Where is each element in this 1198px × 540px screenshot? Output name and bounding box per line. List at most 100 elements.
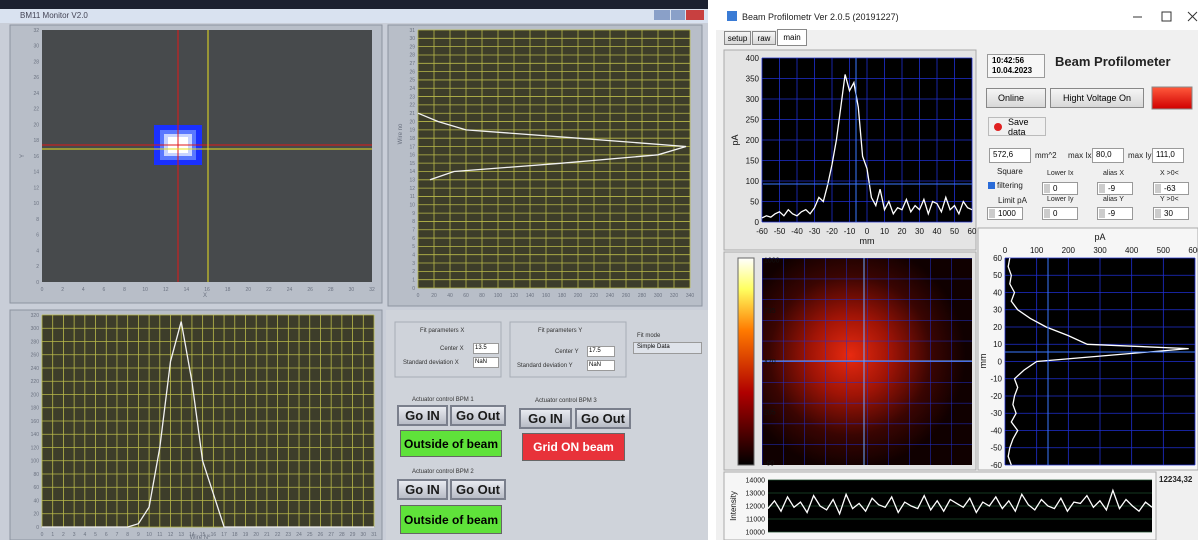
label: X >0< bbox=[1160, 170, 1179, 177]
x-tick-label: 3 bbox=[73, 532, 76, 538]
y-tick-label: 32 bbox=[33, 28, 39, 34]
y-tick-label: 3 bbox=[412, 261, 415, 267]
x-tick-label: 20 bbox=[431, 293, 437, 299]
high-voltage-dropdown[interactable]: Hight Voltage On bbox=[1050, 88, 1144, 108]
y-tick-label: 30 bbox=[993, 306, 1002, 315]
y-tick-label: 0 bbox=[36, 525, 39, 531]
label: Actuator control BPM 1 bbox=[412, 397, 474, 403]
y-tick-label: 300 bbox=[31, 326, 40, 332]
go-out-button[interactable]: Go Out bbox=[450, 479, 506, 500]
y-tick-label: 320 bbox=[31, 313, 40, 319]
x-tick-label: 10 bbox=[142, 287, 148, 293]
x-tick-label: 26 bbox=[307, 287, 313, 293]
label: max Iy bbox=[1128, 151, 1152, 160]
tab-active[interactable]: main bbox=[777, 29, 807, 46]
y-tick-label: 27 bbox=[409, 61, 415, 67]
y-tick-label: 200 bbox=[31, 392, 40, 398]
dropdown[interactable]: Simple Data bbox=[633, 342, 702, 354]
y-tick-label: 400 bbox=[746, 54, 760, 63]
y-tick-label: 80 bbox=[33, 472, 39, 478]
spinbox[interactable]: 30 bbox=[1153, 207, 1189, 220]
x-tick-label: 0 bbox=[41, 287, 44, 293]
x-tick-label: 18 bbox=[232, 532, 238, 538]
x-axis-label: X bbox=[203, 293, 207, 299]
x-tick-label: -50 bbox=[774, 227, 786, 236]
tab[interactable]: raw bbox=[752, 31, 776, 45]
minimize-button[interactable] bbox=[654, 10, 670, 20]
x-tick-label: 600 bbox=[1188, 246, 1198, 255]
go-in-button[interactable]: Go IN bbox=[397, 405, 448, 426]
y-tick-label: -50 bbox=[990, 444, 1002, 453]
spinbox[interactable]: -63 bbox=[1153, 182, 1189, 195]
y-tick-label: 6 bbox=[36, 233, 39, 239]
y-tick-label: -60 bbox=[990, 461, 1002, 470]
x-tick-label: 300 bbox=[654, 293, 663, 299]
value-field: NaN bbox=[587, 360, 615, 371]
status-indicator: Grid ON beam bbox=[522, 433, 625, 461]
y-tick-label: 31 bbox=[409, 28, 415, 34]
y-tick-label: 40 bbox=[33, 498, 39, 504]
x-tick-label: 25 bbox=[307, 532, 313, 538]
x-tick-label: 28 bbox=[339, 532, 345, 538]
spinbox[interactable]: 1000 bbox=[987, 207, 1023, 220]
y-tick-label: 25 bbox=[409, 78, 415, 84]
online-dropdown[interactable]: Online bbox=[986, 88, 1046, 108]
x-tick-label: 2 bbox=[62, 532, 65, 538]
y-tick-label: 40 bbox=[993, 288, 1002, 297]
y-tick-label: 15 bbox=[409, 161, 415, 167]
filter-checkbox[interactable] bbox=[988, 182, 995, 189]
go-out-button[interactable]: Go Out bbox=[575, 408, 631, 429]
y-tick-label: 150 bbox=[746, 156, 760, 165]
x-tick-label: 320 bbox=[670, 293, 679, 299]
label: Square bbox=[997, 167, 1023, 176]
y-tick-label: 0 bbox=[998, 357, 1003, 366]
x-tick-label: 340 bbox=[686, 293, 695, 299]
value-field: 111,0 bbox=[1152, 148, 1184, 163]
y-axis-label: mm bbox=[978, 354, 988, 369]
x-tick-label: 160 bbox=[542, 293, 551, 299]
y-tick-label: 16 bbox=[409, 153, 415, 159]
close-button[interactable] bbox=[686, 10, 704, 20]
y-tick-label: 60 bbox=[33, 485, 39, 491]
tab[interactable]: setup bbox=[724, 31, 751, 45]
x-tick-label: 29 bbox=[350, 532, 356, 538]
y-tick-label: 14 bbox=[33, 170, 39, 176]
y-tick-label: -60 bbox=[764, 460, 774, 467]
x-tick-label: 200 bbox=[1062, 246, 1076, 255]
page: 0246810121416182022242628303202468101214… bbox=[0, 0, 1198, 540]
spinbox[interactable]: -9 bbox=[1097, 207, 1133, 220]
x-tick-label: 240 bbox=[606, 293, 615, 299]
go-out-button[interactable]: Go Out bbox=[450, 405, 506, 426]
maximize-button[interactable] bbox=[671, 10, 685, 20]
y-tick-label: 28 bbox=[409, 53, 415, 59]
x-tick-label: 60 bbox=[968, 227, 977, 236]
x-tick-label: 17 bbox=[221, 532, 227, 538]
x-tick-label: 16 bbox=[211, 532, 217, 538]
y-tick-label: 19 bbox=[409, 128, 415, 134]
x-tick-label: 400 bbox=[1125, 246, 1139, 255]
x-tick-label: 1 bbox=[51, 532, 54, 538]
x-tick-label: 22 bbox=[266, 287, 272, 293]
spinbox[interactable]: -9 bbox=[1097, 182, 1133, 195]
value-field: 17.5 bbox=[587, 346, 615, 357]
go-in-button[interactable]: Go IN bbox=[397, 479, 448, 500]
x-tick-label: -40 bbox=[791, 227, 803, 236]
x-tick-label: 24 bbox=[287, 287, 293, 293]
spinbox[interactable]: 0 bbox=[1042, 182, 1078, 195]
x-tick-label: 100 bbox=[1030, 246, 1044, 255]
y-tick-label: 120 bbox=[31, 445, 40, 451]
y-tick-label: 24 bbox=[33, 91, 39, 97]
x-tick-label: 200 bbox=[574, 293, 583, 299]
x-axis-label: pA bbox=[1094, 232, 1105, 242]
y-tick-label: 220 bbox=[31, 379, 40, 385]
y-tick-label: 60 bbox=[993, 254, 1002, 263]
y-tick-label: 26 bbox=[33, 75, 39, 81]
spinbox[interactable]: 0 bbox=[1042, 207, 1078, 220]
y-tick-label: 17 bbox=[409, 144, 415, 150]
y-tick-label: -40 bbox=[990, 426, 1002, 435]
save-button[interactable]: Save data bbox=[988, 117, 1046, 136]
go-in-button[interactable]: Go IN bbox=[519, 408, 572, 429]
plot-area bbox=[418, 30, 690, 288]
y-tick-label: 140 bbox=[31, 432, 40, 438]
x-tick-label: 8 bbox=[123, 287, 126, 293]
